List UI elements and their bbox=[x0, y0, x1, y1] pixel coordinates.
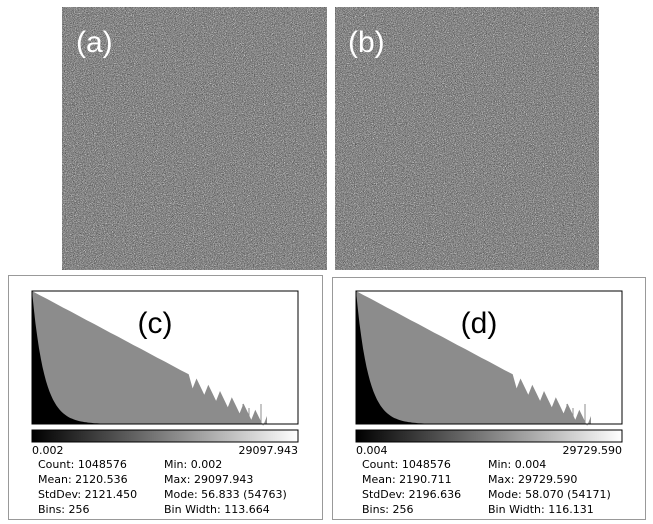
stat: Mean: 2120.536 bbox=[38, 473, 128, 486]
stat: Mode: 56.833 (54763) bbox=[164, 488, 287, 501]
stat: Bin Width: 113.664 bbox=[164, 503, 270, 516]
panel-label: (a) bbox=[76, 26, 113, 59]
image-b: (b) bbox=[335, 7, 599, 270]
stat: Min: 0.004 bbox=[488, 458, 546, 471]
stat: StdDev: 2121.450 bbox=[38, 488, 137, 501]
histogram-panel: (d) 0.004 29729.590 Count: 1048576 Min: 0.00… bbox=[332, 277, 646, 520]
panel-label: (c) bbox=[138, 307, 173, 340]
panel-label: (d) bbox=[461, 307, 498, 340]
stat: Count: 1048576 bbox=[362, 458, 451, 471]
stat: Mode: 58.070 (54171) bbox=[488, 488, 611, 501]
histogram-curve bbox=[356, 291, 426, 424]
histogram-fill bbox=[32, 291, 267, 426]
lut-bar bbox=[355, 429, 623, 443]
stat: Max: 29097.943 bbox=[164, 473, 253, 486]
histogram-fill bbox=[356, 291, 591, 426]
stat: Bins: 256 bbox=[38, 503, 90, 516]
panel-label: (b) bbox=[348, 26, 385, 59]
max-label: 29729.590 bbox=[563, 444, 623, 457]
stat: Bins: 256 bbox=[362, 503, 414, 516]
min-label: 0.002 bbox=[32, 444, 64, 457]
stat: Min: 0.002 bbox=[164, 458, 222, 471]
min-label: 0.004 bbox=[356, 444, 388, 457]
noise-image bbox=[62, 7, 327, 270]
stat: Count: 1048576 bbox=[38, 458, 127, 471]
plot-frame bbox=[31, 290, 299, 425]
stat: Max: 29729.590 bbox=[488, 473, 577, 486]
histogram-curve bbox=[32, 291, 102, 424]
noise-image bbox=[335, 7, 599, 270]
stat: Mean: 2190.711 bbox=[362, 473, 452, 486]
stat: Bin Width: 116.131 bbox=[488, 503, 594, 516]
lut-bar bbox=[31, 429, 299, 443]
max-label: 29097.943 bbox=[239, 444, 299, 457]
histogram-panel: (c) 0.002 29097.943 Count: 1048576 Min: 0.00… bbox=[8, 275, 323, 520]
plot-frame bbox=[355, 290, 623, 425]
stat: StdDev: 2196.636 bbox=[362, 488, 461, 501]
image-a: (a) bbox=[62, 7, 327, 270]
